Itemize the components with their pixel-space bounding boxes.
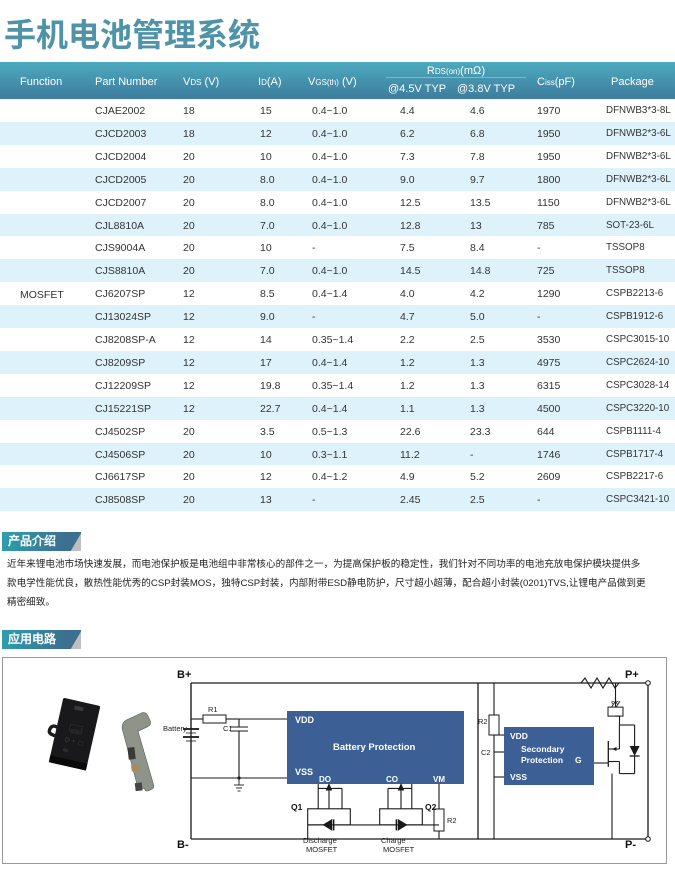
- svg-text:P+: P+: [625, 669, 639, 681]
- svg-text:Battery Protection: Battery Protection: [333, 742, 416, 753]
- svg-text:R2: R2: [447, 816, 457, 825]
- svg-text:C2: C2: [481, 748, 491, 757]
- svg-text:R1: R1: [208, 705, 218, 714]
- svg-text:VM: VM: [433, 775, 445, 784]
- svg-text:Battery: Battery: [163, 724, 187, 733]
- svg-text:B+: B+: [177, 669, 191, 681]
- svg-text:VDD: VDD: [295, 715, 315, 725]
- svg-text:R2: R2: [478, 717, 488, 726]
- svg-text:VDD: VDD: [510, 731, 528, 741]
- svg-text:Charge: Charge: [381, 836, 406, 845]
- svg-text:CO: CO: [386, 775, 398, 784]
- svg-text:C1: C1: [223, 724, 233, 733]
- svg-text:P-: P-: [625, 839, 636, 851]
- svg-text:Secondary: Secondary: [521, 744, 565, 754]
- svg-text:DO: DO: [319, 775, 331, 784]
- svg-text:VSS: VSS: [510, 772, 527, 782]
- svg-text:MOSFET: MOSFET: [306, 845, 338, 854]
- svg-text:G: G: [575, 755, 582, 765]
- svg-text:MOSFET: MOSFET: [383, 845, 415, 854]
- svg-text:Protection: Protection: [521, 755, 563, 765]
- svg-text:B-: B-: [177, 839, 189, 851]
- svg-text:Q1: Q1: [291, 802, 303, 812]
- svg-text:VSS: VSS: [295, 767, 313, 777]
- svg-text:Q2: Q2: [425, 802, 437, 812]
